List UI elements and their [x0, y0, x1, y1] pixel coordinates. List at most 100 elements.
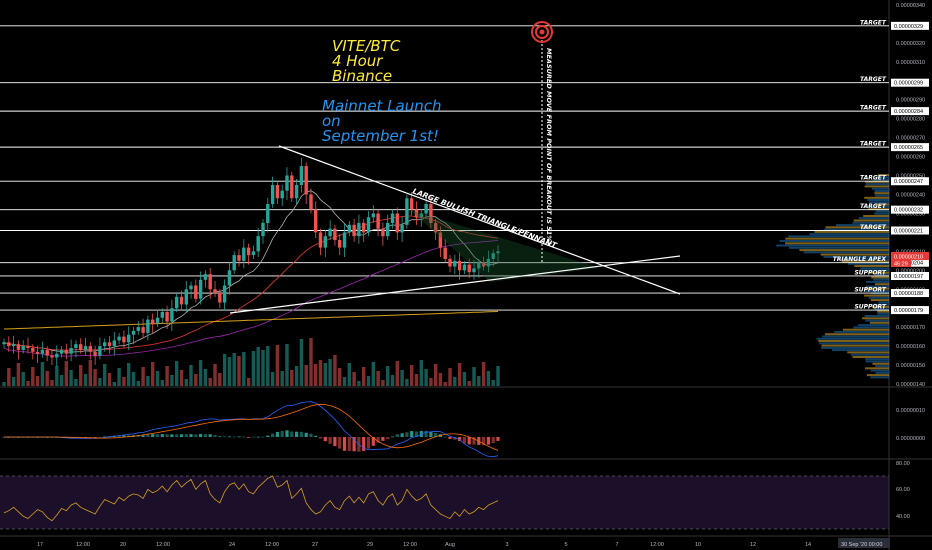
volume-bar [31, 367, 34, 386]
volume-bar [319, 360, 322, 386]
macd-histogram-bar [175, 434, 178, 437]
volume-bar [98, 378, 101, 386]
candle-body [185, 289, 188, 304]
volume-bar [281, 371, 284, 386]
candle-body [146, 320, 149, 333]
macd-histogram-bar [300, 432, 303, 437]
candle-body [405, 198, 408, 225]
candle-body [218, 293, 221, 303]
macd-histogram-bar [348, 437, 351, 451]
volume-profile-bar [874, 213, 889, 215]
volume-profile-bar [866, 361, 890, 363]
volume-bar [415, 374, 418, 386]
volume-bar [376, 371, 379, 386]
candle-body [338, 240, 341, 248]
macd-histogram-bar [199, 434, 202, 437]
level-label: TARGET [860, 76, 887, 83]
candle-body [141, 327, 144, 333]
macd-histogram-bar [290, 432, 293, 438]
volume-profile-bar [875, 190, 890, 192]
candle-body [333, 229, 336, 240]
volume-bar [185, 379, 188, 386]
candle-body [276, 185, 279, 198]
price-tick-label: 0.00000280 [896, 117, 925, 123]
volume-profile-bar [871, 299, 889, 301]
candle-body [180, 297, 183, 305]
volume-bar [36, 376, 39, 386]
volume-bar [151, 362, 154, 386]
level-label: SUPPORT [854, 269, 886, 276]
macd-histogram-bar [309, 434, 312, 437]
candle-body [233, 255, 236, 270]
volume-bar [117, 368, 120, 386]
level-label: TARGET [860, 175, 887, 182]
macd-histogram-bar [151, 434, 154, 437]
volume-bar [170, 375, 173, 386]
volume-profile-bar [864, 197, 889, 199]
rsi-band [0, 476, 889, 529]
macd-tick-0: 0.00000010 [896, 408, 925, 414]
macd-histogram-bar [156, 434, 159, 437]
volume-bar [396, 361, 399, 386]
volume-bar [458, 363, 461, 386]
volume-profile-bar [872, 188, 889, 190]
volume-bar [372, 362, 375, 386]
candle-body [453, 261, 456, 267]
macd-histogram-bar [281, 431, 284, 437]
volume-profile-bar [873, 363, 890, 365]
time-tick-label: 12:00 [76, 542, 90, 548]
macd-histogram-bar [448, 437, 451, 439]
volume-bar [132, 372, 135, 386]
volume-bar [17, 363, 20, 386]
volume-bar [65, 361, 68, 386]
volume-profile-bar [875, 365, 889, 367]
macd-histogram-bar [257, 437, 260, 438]
candle-body [376, 214, 379, 229]
macd-histogram-bar [333, 437, 336, 446]
volume-bar [103, 364, 106, 386]
volume-bar [233, 353, 236, 386]
macd-histogram-bar [338, 437, 341, 449]
volume-bar [343, 377, 346, 386]
macd-histogram-bar [266, 436, 269, 437]
volume-bar [93, 369, 96, 386]
candle-body [26, 346, 29, 348]
candle-body [2, 342, 5, 344]
volume-bar [439, 373, 442, 386]
candle-body [93, 352, 96, 356]
volume-bar [113, 382, 116, 386]
macd-histogram-bar [247, 437, 250, 438]
volume-profile-bar [854, 265, 889, 267]
volume-profile-bar [876, 372, 890, 374]
volume-bar [89, 360, 92, 386]
volume-profile-bar [867, 374, 889, 376]
macd-histogram-bar [295, 432, 298, 437]
macd-histogram-bar [166, 434, 169, 437]
note-line-3: September 1st! [322, 127, 439, 145]
chart-title-line-3: Binance [332, 67, 392, 85]
level-label: SUPPORT [854, 304, 886, 311]
macd-histogram-bar [237, 437, 240, 438]
volume-profile-bar [810, 233, 890, 235]
volume-profile-bar [865, 315, 889, 317]
level-value: 0.00000265 [894, 145, 923, 151]
level-label: TARGET [860, 224, 887, 231]
macd-histogram-bar [324, 437, 327, 441]
macd-histogram-bar [396, 434, 399, 437]
volume-bar [290, 370, 293, 386]
macd-histogram-bar [367, 437, 370, 449]
volume-bar [453, 377, 456, 386]
volume-profile-bar [832, 349, 889, 351]
macd-histogram-bar [305, 433, 308, 437]
macd-histogram-bar [410, 431, 413, 437]
volume-bar [189, 365, 192, 386]
candle-body [137, 327, 140, 331]
volume-profile-bar [877, 311, 889, 313]
volume-profile-bar [814, 231, 889, 233]
candle-body [400, 225, 403, 233]
macd-histogram-bar [271, 434, 274, 437]
price-tick-label: 0.00000260 [896, 155, 925, 161]
date-box-label: 30 Sep '20 00:00 [841, 542, 882, 548]
macd-histogram-bar [391, 437, 394, 438]
